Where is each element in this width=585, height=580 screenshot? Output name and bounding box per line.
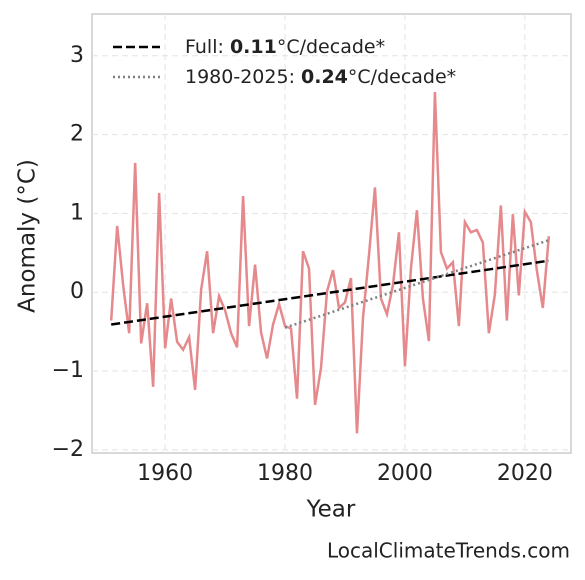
x-tick-label: 2020: [497, 461, 553, 486]
y-tick-label: 1: [70, 200, 84, 225]
y-tick-label: 0: [70, 279, 84, 304]
x-tick-label: 2000: [377, 461, 433, 486]
y-axis-label: Anomaly (°C): [15, 159, 41, 313]
y-tick-label: −1: [52, 358, 84, 383]
legend-label-part: °C/decade*: [348, 66, 456, 88]
series-line: [111, 259, 549, 326]
x-tick-label: 1980: [257, 461, 313, 486]
y-tick-label: 2: [70, 122, 84, 147]
legend-label: 1980-2025: 0.24°C/decade*: [185, 66, 456, 88]
legend-label-part: 0.11: [230, 36, 277, 58]
legend-label-part: °C/decade*: [277, 36, 385, 58]
y-tick-label: 3: [70, 43, 84, 68]
legend-label-part: 1980-2025:: [185, 66, 301, 88]
legend-label: Full: 0.11°C/decade*: [185, 36, 385, 58]
x-axis-label: Year: [306, 497, 356, 523]
legend-label-part: 0.24: [301, 66, 348, 88]
y-tick-label: −2: [52, 437, 84, 462]
grid: [92, 14, 571, 453]
legend-label-part: Full:: [185, 36, 230, 58]
footer: LocalClimateTrends.com: [327, 539, 570, 563]
series-line: [284, 239, 550, 329]
series-line: [109, 91, 551, 434]
x-tick-label: 1960: [137, 461, 193, 486]
plot-frame: [91, 13, 572, 454]
